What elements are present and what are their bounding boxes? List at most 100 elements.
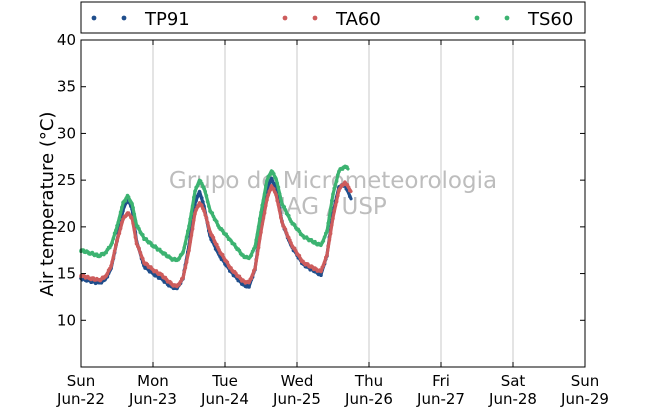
data-point [260,222,265,226]
data-point [187,248,191,253]
data-point [237,248,242,253]
data-point [256,225,261,229]
data-point [203,213,207,217]
data-point [264,184,268,188]
data-point [117,216,122,221]
data-point [109,264,113,268]
data-point [192,218,196,222]
data-point [210,211,215,215]
data-point [207,204,211,209]
y-tick-label: 30 [57,124,76,142]
data-point [321,263,326,268]
data-point [190,227,195,231]
data-point [190,204,195,208]
data-point [255,232,260,237]
data-point [118,210,123,214]
data-point [265,198,269,202]
series-TS60 [79,164,350,263]
data-point [322,235,327,239]
data-point [346,185,351,189]
legend-marker [312,15,318,21]
data-point [247,285,251,289]
data-point [141,233,145,237]
x-tick-label: Jun-27 [416,390,465,408]
data-point [275,181,280,185]
data-point [336,173,340,177]
data-point [334,179,339,183]
x-tick-label: Jun-26 [344,390,393,408]
data-point [137,226,141,231]
data-point [282,205,287,209]
data-point [274,177,278,182]
data-point [110,260,114,264]
data-point [187,224,191,228]
data-point [217,248,221,252]
data-point [319,273,323,278]
data-point [204,215,209,220]
y-tick-label: 40 [57,31,76,49]
legend-label-TA60: TA60 [335,9,381,30]
grid-lines [152,40,514,367]
data-point [234,271,238,276]
data-point [111,255,116,260]
legend-marker [121,15,127,21]
data-point [220,228,225,233]
data-point [326,221,331,226]
legend-marker [474,15,480,21]
data-point [131,221,135,226]
data-point [126,195,131,199]
data-point [330,223,334,227]
legend: TP91 TA60 TS60 [80,1,586,34]
data-point [297,229,302,233]
data-point [266,193,270,197]
data-point [138,250,143,255]
data-point [327,215,332,220]
data-point [256,245,261,250]
data-point [110,241,114,245]
data-point [294,249,298,253]
data-point [269,176,274,181]
series-TA60 [79,180,353,289]
data-point [186,253,190,257]
data-point [247,280,251,285]
data-point [193,189,197,193]
data-point [108,245,112,250]
data-point [220,252,225,257]
data-point [222,255,226,260]
x-tick-day: Tue [211,372,238,390]
legend-frame [80,1,586,34]
data-point [272,187,276,191]
data-point [259,230,263,234]
data-point [332,209,337,213]
data-point [249,276,254,281]
data-point [196,182,201,186]
data-point [183,241,188,246]
data-point [261,216,266,220]
data-point [333,183,338,187]
data-point [117,231,122,235]
data-point [211,214,216,219]
data-point [202,209,206,213]
data-point [258,216,262,221]
data-point [277,208,282,213]
data-point [133,218,138,223]
data-point [182,246,186,250]
data-point [116,220,120,225]
data-point [188,239,192,244]
legend-marker [91,15,97,21]
data-point [322,260,327,265]
data-point [184,260,189,265]
data-point [132,227,137,231]
data-point [141,256,145,261]
data-point [326,244,331,249]
data-point [288,238,292,242]
data-point [272,172,276,176]
data-point [211,235,216,240]
data-point [104,250,108,255]
y-tick-label: 25 [57,171,76,189]
y-tick-label: 10 [57,311,76,329]
data-point [327,238,332,242]
data-point [133,235,138,239]
data-point [225,260,230,265]
data-point [275,198,280,203]
